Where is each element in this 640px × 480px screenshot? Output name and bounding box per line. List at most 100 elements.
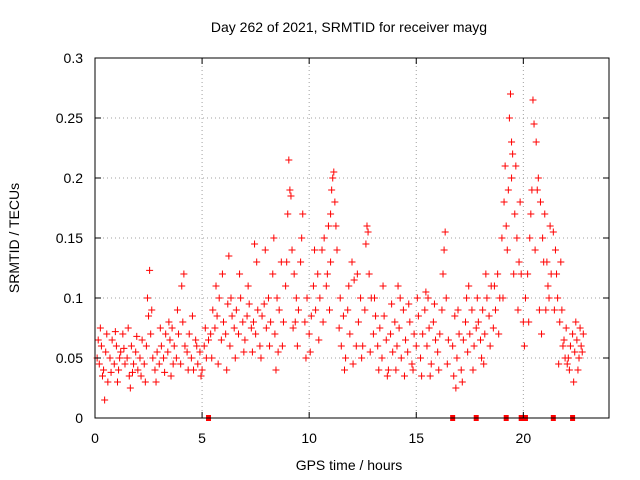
data-point <box>554 294 562 302</box>
data-point <box>508 138 516 146</box>
data-point <box>524 270 532 278</box>
y-axis-label: SRMTID / TECUs <box>6 183 22 293</box>
data-point <box>405 300 413 308</box>
data-point <box>469 366 477 374</box>
data-point <box>208 354 216 362</box>
data-point <box>451 312 459 320</box>
data-point <box>323 270 331 278</box>
data-point <box>506 90 514 98</box>
data-point <box>422 288 430 296</box>
data-point <box>261 246 269 254</box>
data-point <box>454 306 462 314</box>
data-point <box>111 328 119 336</box>
data-point <box>226 342 234 350</box>
data-point <box>147 330 155 338</box>
data-point <box>314 270 322 278</box>
data-point <box>335 324 343 332</box>
data-point <box>563 360 571 368</box>
data-point <box>214 360 222 368</box>
data-point <box>115 366 123 374</box>
data-point <box>194 360 202 368</box>
y-tick-label: 0 <box>75 410 83 426</box>
data-point <box>303 294 311 302</box>
data-point <box>196 348 204 356</box>
data-point <box>188 312 196 320</box>
data-point <box>110 360 118 368</box>
data-point <box>559 342 567 350</box>
data-point <box>392 366 400 374</box>
data-point <box>346 330 354 338</box>
data-point <box>430 300 438 308</box>
data-point <box>175 330 183 338</box>
data-point <box>369 330 377 338</box>
data-point <box>258 312 266 320</box>
data-point <box>578 348 586 356</box>
data-point <box>575 354 583 362</box>
data-point <box>508 174 516 182</box>
data-point <box>331 198 339 206</box>
data-point <box>576 324 584 332</box>
data-point <box>436 330 444 338</box>
data-point <box>538 330 546 338</box>
data-point <box>294 306 302 314</box>
data-point <box>288 246 296 254</box>
data-point <box>117 348 125 356</box>
data-point <box>397 354 405 362</box>
data-point <box>179 318 187 326</box>
data-point <box>96 324 104 332</box>
data-point <box>378 354 386 362</box>
data-point <box>560 336 568 344</box>
data-point <box>230 324 238 332</box>
data-point <box>495 330 503 338</box>
data-point <box>264 294 272 302</box>
data-point <box>486 342 494 350</box>
data-point <box>541 210 549 218</box>
data-point <box>555 360 563 368</box>
data-point <box>566 342 574 350</box>
data-point <box>155 360 163 368</box>
data-point <box>424 294 432 302</box>
data-point <box>530 120 538 128</box>
data-point <box>400 372 408 380</box>
data-point <box>332 222 340 230</box>
data-point <box>220 318 227 326</box>
data-point <box>565 366 573 374</box>
data-point <box>98 372 106 380</box>
data-point <box>341 366 349 374</box>
data-point <box>267 318 275 326</box>
data-point <box>173 306 181 314</box>
data-point <box>249 318 257 326</box>
data-point <box>290 270 298 278</box>
data-point <box>322 282 330 290</box>
data-point <box>374 342 382 350</box>
data-point <box>358 354 366 362</box>
data-point <box>172 354 180 362</box>
data-point <box>149 354 157 362</box>
data-point <box>421 306 429 314</box>
data-point <box>137 372 145 380</box>
data-point <box>187 354 195 362</box>
x-axis-label: GPS time / hours <box>296 457 403 473</box>
data-point <box>365 270 373 278</box>
data-point <box>388 300 396 308</box>
data-point <box>215 294 223 302</box>
data-point <box>282 282 290 290</box>
data-point <box>364 228 372 236</box>
y-tick-label: 0.3 <box>64 50 84 66</box>
data-point <box>123 354 131 362</box>
data-point <box>302 354 310 362</box>
data-point <box>550 306 558 314</box>
data-point <box>536 198 544 206</box>
data-point <box>140 360 148 368</box>
data-point <box>349 360 357 368</box>
data-point <box>557 258 565 266</box>
data-point <box>228 312 236 320</box>
data-point <box>183 348 191 356</box>
data-point <box>113 378 121 386</box>
data-point <box>112 342 120 350</box>
data-point <box>362 240 370 248</box>
data-point <box>152 378 160 386</box>
data-point <box>542 306 550 314</box>
data-point <box>553 270 561 278</box>
